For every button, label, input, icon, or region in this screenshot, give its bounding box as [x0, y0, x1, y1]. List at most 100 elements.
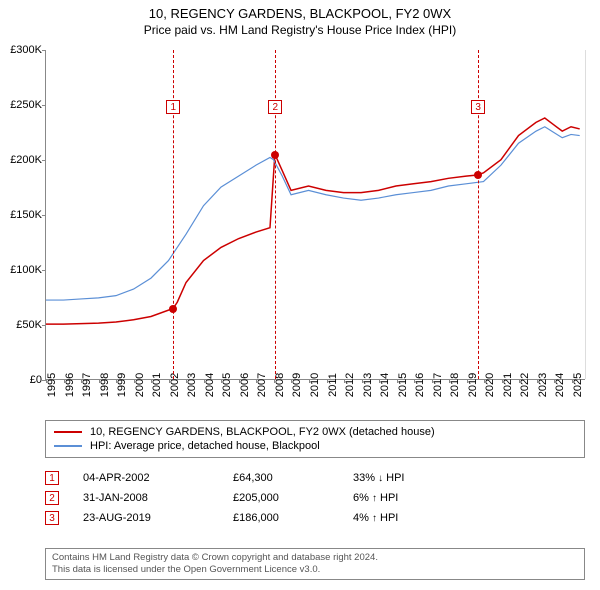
x-tick-label: 2023 — [537, 373, 549, 397]
x-tick-label: 2024 — [554, 373, 566, 397]
x-tick-mark — [291, 379, 292, 383]
sales-row-price: £186,000 — [233, 512, 353, 524]
sale-marker-dot — [271, 151, 279, 159]
x-tick-mark — [502, 379, 503, 383]
x-tick-mark — [449, 379, 450, 383]
x-tick-mark — [81, 379, 82, 383]
y-tick-mark — [42, 105, 46, 106]
y-tick-mark — [42, 50, 46, 51]
x-tick-label: 2015 — [397, 373, 409, 397]
x-tick-label: 2022 — [519, 373, 531, 397]
y-tick-mark — [42, 325, 46, 326]
y-tick-label: £50K — [16, 319, 42, 331]
chart-title: 10, REGENCY GARDENS, BLACKPOOL, FY2 0WX — [0, 0, 600, 21]
x-tick-label: 2017 — [432, 373, 444, 397]
chart-plot-area: £0£50K£100K£150K£200K£250K£300K199519961… — [45, 50, 585, 380]
y-tick-label: £300K — [10, 44, 42, 56]
y-tick-mark — [42, 160, 46, 161]
x-tick-label: 1999 — [116, 373, 128, 397]
y-tick-label: £250K — [10, 99, 42, 111]
series-line-property — [46, 118, 580, 324]
x-tick-mark — [554, 379, 555, 383]
series-line-hpi — [46, 127, 580, 300]
x-tick-mark — [467, 379, 468, 383]
sales-row-number: 3 — [45, 511, 59, 525]
x-tick-mark — [327, 379, 328, 383]
sales-row-delta: 33% ↓ HPI — [353, 472, 473, 484]
sales-row-number: 1 — [45, 471, 59, 485]
y-tick-mark — [42, 215, 46, 216]
legend-label: HPI: Average price, detached house, Blac… — [90, 440, 320, 452]
footer-line-1: Contains HM Land Registry data © Crown c… — [52, 552, 578, 564]
x-tick-mark — [256, 379, 257, 383]
x-tick-label: 2019 — [467, 373, 479, 397]
x-tick-mark — [169, 379, 170, 383]
x-tick-mark — [379, 379, 380, 383]
x-tick-mark — [414, 379, 415, 383]
x-tick-label: 1998 — [99, 373, 111, 397]
y-tick-mark — [42, 270, 46, 271]
x-tick-mark — [116, 379, 117, 383]
x-tick-label: 2003 — [186, 373, 198, 397]
x-tick-mark — [274, 379, 275, 383]
footer-attribution: Contains HM Land Registry data © Crown c… — [45, 548, 585, 580]
x-tick-mark — [362, 379, 363, 383]
sale-marker-dot — [169, 305, 177, 313]
x-tick-label: 2011 — [327, 373, 339, 397]
y-tick-label: £200K — [10, 154, 42, 166]
x-tick-label: 2013 — [362, 373, 374, 397]
chart-container: 10, REGENCY GARDENS, BLACKPOOL, FY2 0WX … — [0, 0, 600, 590]
sales-row: 231-JAN-2008£205,0006% ↑ HPI — [45, 488, 585, 508]
x-tick-label: 2021 — [502, 373, 514, 397]
legend-swatch — [54, 445, 82, 447]
x-tick-label: 2020 — [484, 373, 496, 397]
x-tick-label: 2006 — [239, 373, 251, 397]
legend-label: 10, REGENCY GARDENS, BLACKPOOL, FY2 0WX … — [90, 426, 435, 438]
sales-row-price: £64,300 — [233, 472, 353, 484]
x-tick-label: 2009 — [291, 373, 303, 397]
x-tick-label: 2000 — [134, 373, 146, 397]
x-tick-label: 2007 — [256, 373, 268, 397]
x-tick-mark — [519, 379, 520, 383]
x-tick-label: 2018 — [449, 373, 461, 397]
x-tick-label: 2014 — [379, 373, 391, 397]
chart-subtitle: Price paid vs. HM Land Registry's House … — [0, 21, 600, 37]
sales-row-price: £205,000 — [233, 492, 353, 504]
x-tick-label: 2001 — [151, 373, 163, 397]
x-tick-mark — [432, 379, 433, 383]
chart-right-boundary — [585, 50, 586, 379]
x-tick-label: 1995 — [46, 373, 58, 397]
x-tick-label: 1997 — [81, 373, 93, 397]
x-tick-mark — [134, 379, 135, 383]
x-tick-label: 2002 — [169, 373, 181, 397]
x-tick-mark — [397, 379, 398, 383]
sales-row: 3 23-AUG-2019£186,0004% ↑ HPI — [45, 508, 585, 528]
x-tick-mark — [344, 379, 345, 383]
sales-row-date: 04-APR-2002 — [83, 472, 233, 484]
x-tick-mark — [99, 379, 100, 383]
sales-row-date: 23-AUG-2019 — [83, 512, 233, 524]
sales-row-date: 31-JAN-2008 — [83, 492, 233, 504]
chart-lines-svg — [46, 50, 585, 379]
sale-marker-box: 3 — [471, 100, 485, 114]
legend-item: 10, REGENCY GARDENS, BLACKPOOL, FY2 0WX … — [54, 425, 576, 439]
x-tick-label: 1996 — [64, 373, 76, 397]
sale-marker-box: 2 — [268, 100, 282, 114]
y-tick-label: £150K — [10, 209, 42, 221]
legend-swatch — [54, 431, 82, 433]
sales-row: 1 04-APR-2002£64,30033% ↓ HPI — [45, 468, 585, 488]
legend-item: HPI: Average price, detached house, Blac… — [54, 439, 576, 453]
x-tick-mark — [572, 379, 573, 383]
x-tick-label: 2016 — [414, 373, 426, 397]
x-tick-mark — [239, 379, 240, 383]
x-tick-mark — [151, 379, 152, 383]
x-tick-mark — [46, 379, 47, 383]
sales-row-delta: 4% ↑ HPI — [353, 512, 473, 524]
x-tick-mark — [204, 379, 205, 383]
sales-table: 1 04-APR-2002£64,30033% ↓ HPI 231-JAN-2008… — [45, 468, 585, 528]
x-tick-label: 2005 — [221, 373, 233, 397]
legend-box: 10, REGENCY GARDENS, BLACKPOOL, FY2 0WX … — [45, 420, 585, 458]
sales-row-delta: 6% ↑ HPI — [353, 492, 473, 504]
x-tick-mark — [309, 379, 310, 383]
x-tick-mark — [186, 379, 187, 383]
